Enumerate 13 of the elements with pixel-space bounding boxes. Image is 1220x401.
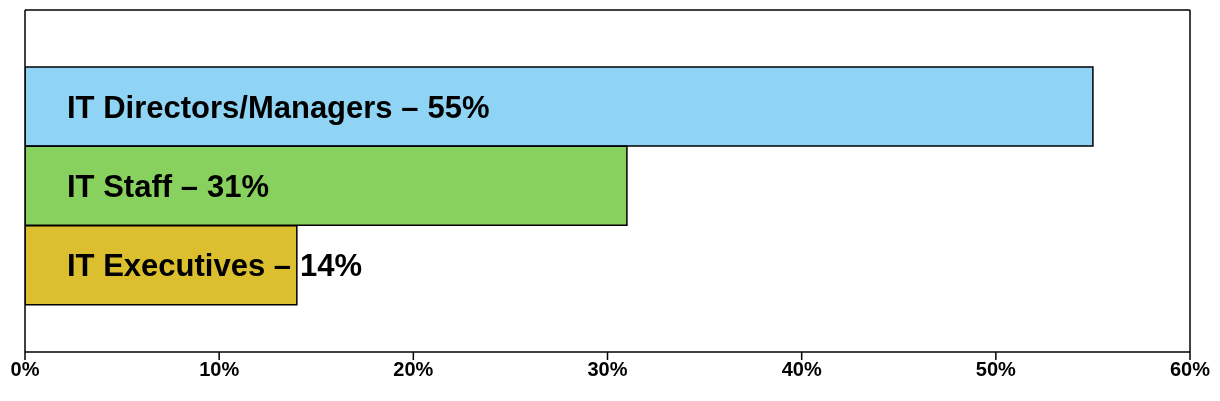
x-tick-label: 30% [587, 358, 628, 381]
data-label: 14% [300, 248, 363, 284]
y-tick-label: IT Directors/Managers – [67, 89, 419, 125]
y-tick-label: IT Staff – [67, 168, 198, 204]
x-tick-label: 20% [393, 358, 434, 381]
data-label: 31% [206, 168, 269, 204]
x-tick-label: 40% [781, 358, 822, 381]
y-tick-label: IT Executives – [67, 248, 292, 284]
x-tick-label: 10% [199, 358, 240, 381]
x-tick-label: 60% [1169, 358, 1211, 381]
data-label: 55% [427, 89, 490, 125]
x-tick-label: 0% [10, 358, 40, 381]
x-tick-label: 50% [975, 358, 1017, 381]
